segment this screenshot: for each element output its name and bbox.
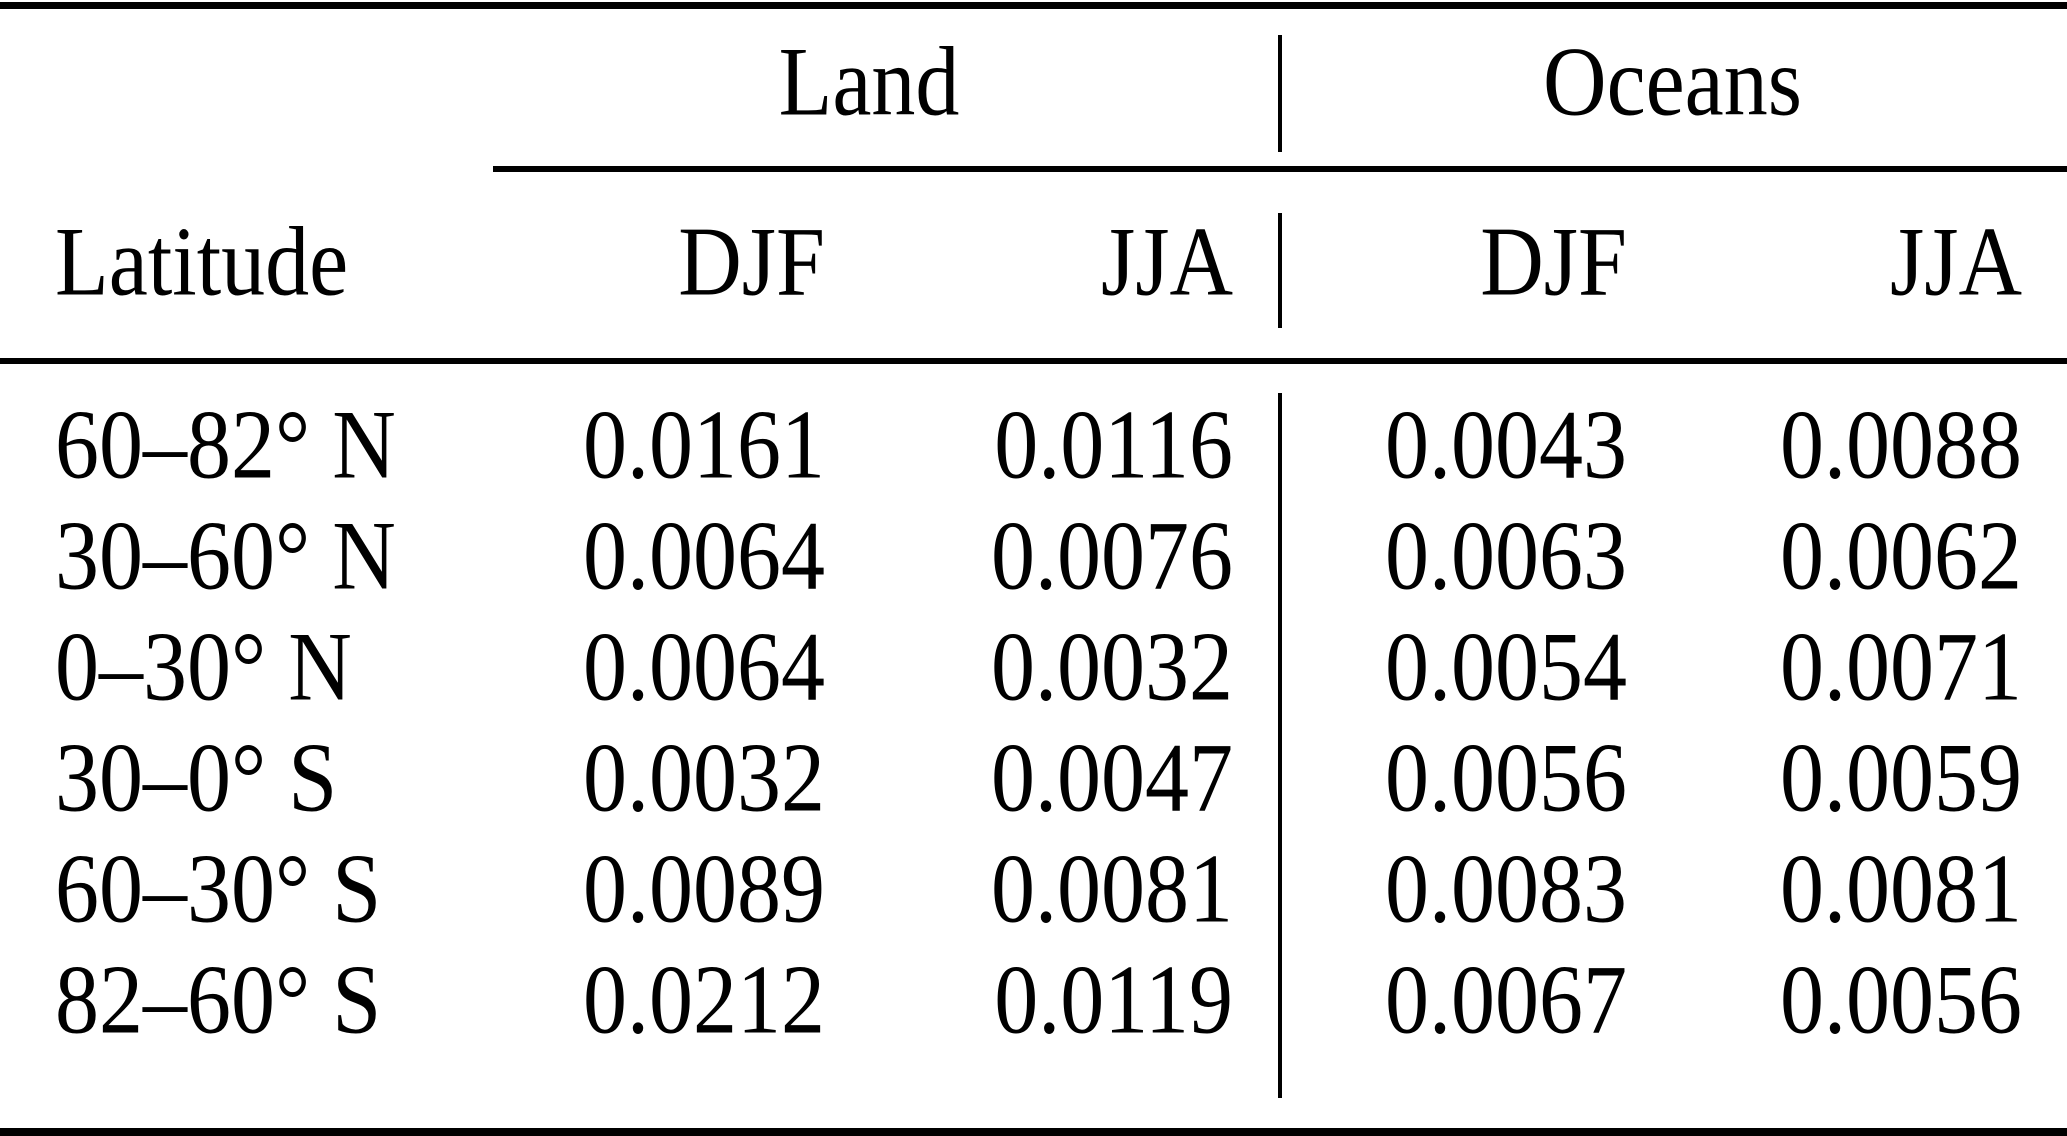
- column-header-latitude: Latitude: [0, 166, 460, 360]
- latitude-value: 30–60° N: [55, 501, 396, 611]
- oceans-jja-value: 0.0059: [1780, 723, 2023, 833]
- value-cell: 0.0161: [460, 390, 870, 501]
- value-cell: 0.0056: [1672, 945, 2067, 1056]
- land-jja-value: 0.0119: [994, 945, 1233, 1055]
- spacer-cell: [0, 360, 2067, 390]
- value-cell: 0.0088: [1672, 390, 2067, 501]
- table-row: 30–0° S 0.0032 0.0047 0.0056 0.0059: [0, 723, 2067, 834]
- table-row: 60–30° S 0.0089 0.0081 0.0083 0.0081: [0, 834, 2067, 945]
- land-oceans-divider-header: [1278, 213, 1282, 328]
- oceans-jja-value: 0.0056: [1780, 945, 2023, 1055]
- oceans-jja-value: 0.0062: [1780, 501, 2023, 611]
- latitude-cell: 82–60° S: [0, 945, 460, 1056]
- oceans-djf-value: 0.0054: [1385, 612, 1627, 722]
- value-cell: 0.0032: [460, 723, 870, 834]
- value-cell: 0.0047: [870, 723, 1278, 834]
- value-cell: 0.0064: [460, 501, 870, 612]
- column-header-land-djf: DJF: [460, 166, 870, 360]
- oceans-djf-value: 0.0043: [1385, 390, 1627, 500]
- column-header-land-jja: JJA: [870, 166, 1278, 360]
- latitude-seasonal-values-table: Land Oceans Latitude DJF JJA DJF JJA 60–…: [0, 0, 2067, 1056]
- table-row: 0–30° N 0.0064 0.0032 0.0054 0.0071: [0, 612, 2067, 723]
- value-cell: 0.0043: [1278, 390, 1672, 501]
- oceans-djf-header-label: DJF: [1480, 208, 1627, 317]
- value-cell: 0.0063: [1278, 501, 1672, 612]
- oceans-jja-value: 0.0071: [1780, 612, 2023, 722]
- land-oceans-divider-top: [1278, 35, 1282, 152]
- group-label-land: Land: [778, 28, 960, 137]
- column-header-row: Latitude DJF JJA DJF JJA: [0, 166, 2067, 360]
- value-cell: 0.0076: [870, 501, 1278, 612]
- group-header-land: Land: [460, 0, 1278, 166]
- value-cell: 0.0083: [1278, 834, 1672, 945]
- spacer-row: [0, 360, 2067, 390]
- latitude-cell: 60–82° N: [0, 390, 460, 501]
- oceans-djf-value: 0.0063: [1385, 501, 1627, 611]
- latitude-value: 60–82° N: [55, 390, 396, 500]
- land-djf-header-label: DJF: [678, 208, 825, 317]
- group-header-midrule: [493, 166, 2067, 172]
- column-header-oceans-jja: JJA: [1672, 166, 2067, 360]
- column-header-oceans-djf: DJF: [1278, 166, 1672, 360]
- latitude-cell: 30–60° N: [0, 501, 460, 612]
- group-header-oceans: Oceans: [1278, 0, 2067, 166]
- value-cell: 0.0054: [1278, 612, 1672, 723]
- latitude-value: 82–60° S: [55, 945, 382, 1055]
- latitude-value: 30–0° S: [55, 723, 338, 833]
- latitude-cell: 30–0° S: [0, 723, 460, 834]
- group-label-oceans: Oceans: [1543, 28, 1802, 137]
- group-header-empty-cell: [0, 0, 460, 166]
- land-jja-value: 0.0032: [991, 612, 1233, 722]
- column-header-rule: [0, 358, 2067, 364]
- land-djf-value: 0.0089: [583, 834, 825, 944]
- land-jja-value: 0.0076: [991, 501, 1233, 611]
- value-cell: 0.0081: [1672, 834, 2067, 945]
- value-cell: 0.0032: [870, 612, 1278, 723]
- table-bottom-rule: [0, 1128, 2067, 1136]
- value-cell: 0.0059: [1672, 723, 2067, 834]
- latitude-cell: 0–30° N: [0, 612, 460, 723]
- value-cell: 0.0119: [870, 945, 1278, 1056]
- land-jja-value: 0.0047: [991, 723, 1233, 833]
- land-jja-value: 0.0081: [991, 834, 1233, 944]
- oceans-djf-value: 0.0056: [1385, 723, 1627, 833]
- value-cell: 0.0067: [1278, 945, 1672, 1056]
- value-cell: 0.0064: [460, 612, 870, 723]
- value-cell: 0.0116: [870, 390, 1278, 501]
- table-row: 60–82° N 0.0161 0.0116 0.0043 0.0088: [0, 390, 2067, 501]
- oceans-djf-value: 0.0083: [1385, 834, 1627, 944]
- oceans-djf-value: 0.0067: [1385, 945, 1627, 1055]
- land-djf-value: 0.0064: [583, 501, 825, 611]
- latitude-cell: 60–30° S: [0, 834, 460, 945]
- value-cell: 0.0062: [1672, 501, 2067, 612]
- group-header-row: Land Oceans: [0, 0, 2067, 166]
- land-djf-value: 0.0212: [583, 945, 825, 1055]
- land-jja-value: 0.0116: [994, 390, 1233, 500]
- land-djf-value: 0.0161: [583, 390, 825, 500]
- value-cell: 0.0081: [870, 834, 1278, 945]
- value-cell: 0.0089: [460, 834, 870, 945]
- table-row: 82–60° S 0.0212 0.0119 0.0067 0.0056: [0, 945, 2067, 1056]
- value-cell: 0.0071: [1672, 612, 2067, 723]
- land-djf-value: 0.0064: [583, 612, 825, 722]
- oceans-jja-header-label: JJA: [1889, 208, 2023, 317]
- oceans-jja-value: 0.0088: [1780, 390, 2023, 500]
- latitude-header-label: Latitude: [55, 208, 349, 317]
- land-oceans-divider-body: [1278, 393, 1282, 1098]
- latitude-value: 60–30° S: [55, 834, 382, 944]
- latitude-value: 0–30° N: [55, 612, 352, 722]
- oceans-jja-value: 0.0081: [1780, 834, 2023, 944]
- land-djf-value: 0.0032: [583, 723, 825, 833]
- table-top-rule: [0, 2, 2067, 9]
- value-cell: 0.0212: [460, 945, 870, 1056]
- land-jja-header-label: JJA: [1100, 208, 1233, 317]
- table-row: 30–60° N 0.0064 0.0076 0.0063 0.0062: [0, 501, 2067, 612]
- value-cell: 0.0056: [1278, 723, 1672, 834]
